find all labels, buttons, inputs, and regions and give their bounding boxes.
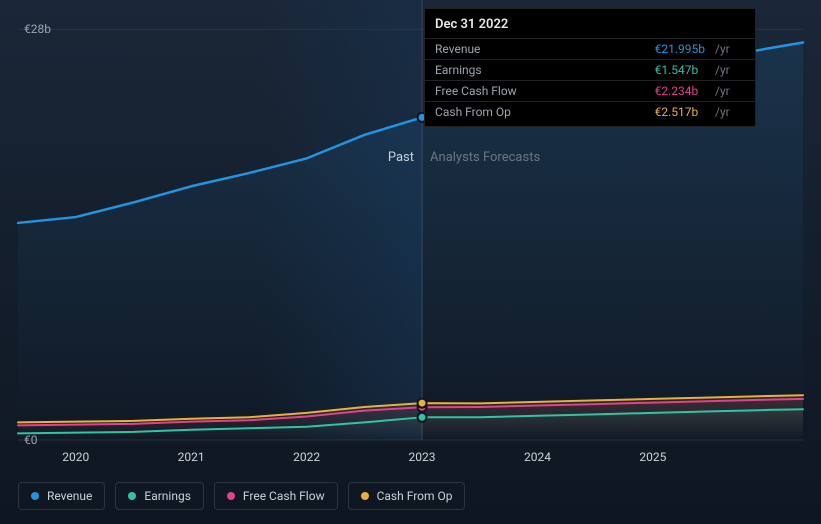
x-axis-tick-label: 2022 bbox=[293, 450, 320, 464]
legend-item-earnings[interactable]: Earnings bbox=[115, 482, 204, 510]
legend-dot-icon bbox=[128, 492, 136, 500]
hover-marker-earnings bbox=[418, 413, 427, 422]
x-axis-tick-label: 2023 bbox=[409, 450, 436, 464]
tooltip-row: Earnings€1.547b/yr bbox=[425, 60, 755, 81]
legend-item-revenue[interactable]: Revenue bbox=[18, 482, 105, 510]
tooltip-series-value: €2.234b bbox=[645, 81, 715, 102]
legend-label: Cash From Op bbox=[377, 489, 453, 503]
x-axis-tick-label: 2020 bbox=[62, 450, 89, 464]
legend-label: Earnings bbox=[144, 489, 191, 503]
tooltip-row: Free Cash Flow€2.234b/yr bbox=[425, 81, 755, 102]
tooltip-row: Cash From Op€2.517b/yr bbox=[425, 102, 755, 123]
past-section-label: Past bbox=[388, 150, 414, 165]
legend-dot-icon bbox=[31, 492, 39, 500]
y-axis-tick-label: €28b bbox=[24, 22, 51, 36]
tooltip-unit: /yr bbox=[715, 60, 755, 81]
chart-legend: Revenue Earnings Free Cash Flow Cash From O… bbox=[18, 482, 465, 510]
legend-item-fcf[interactable]: Free Cash Flow bbox=[214, 482, 338, 510]
hover-marker-cfo bbox=[418, 399, 427, 408]
tooltip-unit: /yr bbox=[715, 81, 755, 102]
x-axis-tick-label: 2024 bbox=[524, 450, 551, 464]
tooltip-row: Revenue€21.995b/yr bbox=[425, 39, 755, 60]
hover-tooltip: Dec 31 2022 Revenue€21.995b/yrEarnings€1… bbox=[424, 8, 756, 127]
legend-label: Free Cash Flow bbox=[243, 489, 325, 503]
tooltip-series-label: Free Cash Flow bbox=[425, 81, 645, 102]
forecast-section-label: Analysts Forecasts bbox=[430, 150, 540, 165]
legend-dot-icon bbox=[361, 492, 369, 500]
tooltip-series-value: €2.517b bbox=[645, 102, 715, 123]
tooltip-series-label: Earnings bbox=[425, 60, 645, 81]
tooltip-unit: /yr bbox=[715, 39, 755, 60]
y-axis-tick-label: €0 bbox=[24, 433, 38, 447]
financials-chart: Dec 31 2022 Revenue€21.995b/yrEarnings€1… bbox=[0, 0, 821, 524]
legend-dot-icon bbox=[227, 492, 235, 500]
tooltip-date: Dec 31 2022 bbox=[425, 17, 755, 38]
x-axis-tick-label: 2021 bbox=[178, 450, 205, 464]
tooltip-series-label: Revenue bbox=[425, 39, 645, 60]
legend-item-cfo[interactable]: Cash From Op bbox=[348, 482, 466, 510]
tooltip-unit: /yr bbox=[715, 102, 755, 123]
legend-label: Revenue bbox=[47, 489, 92, 503]
tooltip-series-value: €1.547b bbox=[645, 60, 715, 81]
tooltip-table: Revenue€21.995b/yrEarnings€1.547b/yrFree… bbox=[425, 38, 755, 122]
tooltip-series-value: €21.995b bbox=[645, 39, 715, 60]
x-axis-tick-label: 2025 bbox=[639, 450, 666, 464]
tooltip-series-label: Cash From Op bbox=[425, 102, 645, 123]
